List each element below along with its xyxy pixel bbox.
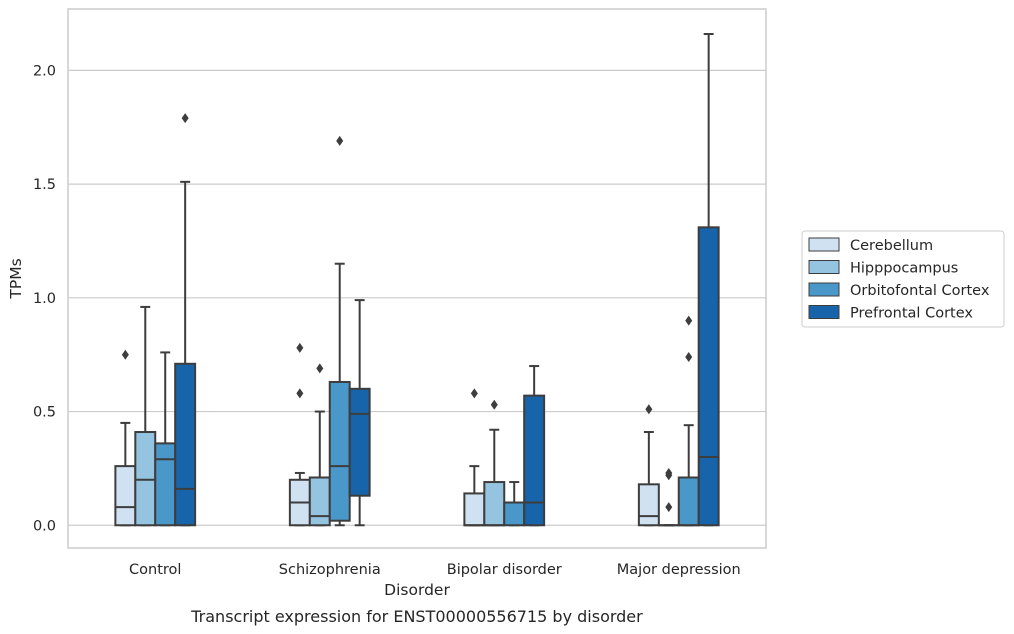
box-groups xyxy=(114,33,720,527)
outlier-point xyxy=(296,342,304,353)
y-tick-label: 0.0 xyxy=(33,518,56,534)
iqr-box xyxy=(114,465,137,527)
legend: Cerebellum Hipppocampus Orbitofontal Corte… xyxy=(801,230,1005,328)
iqr-box xyxy=(308,476,331,527)
legend-item-orbitofontal-cortex: Orbitofontal Cortex xyxy=(808,282,990,299)
x-tick-label: Major depression xyxy=(617,562,741,578)
outlier-point xyxy=(665,502,673,513)
box-bipolar-disorder-prefrontal-cortex xyxy=(523,365,546,527)
outlier-point xyxy=(316,363,324,374)
legend-label: Cerebellum xyxy=(850,238,933,254)
outlier-point xyxy=(645,404,653,415)
legend-swatch xyxy=(808,305,840,319)
outlier-point xyxy=(336,135,344,146)
y-tick-label: 1.0 xyxy=(33,291,56,307)
legend-item-hipppocampus: Hipppocampus xyxy=(808,260,958,277)
box-major-depression-prefrontal-cortex xyxy=(697,33,720,527)
iqr-box xyxy=(174,362,197,527)
iqr-box xyxy=(637,483,660,527)
outlier-point xyxy=(470,388,478,399)
y-tick-label: 2.0 xyxy=(33,63,56,79)
iqr-box xyxy=(523,394,546,527)
y-tick-label: 0.5 xyxy=(33,405,56,421)
x-tick-labels: Control Schizophrenia Bipolar disorder Majo… xyxy=(129,562,741,578)
box-control-prefrontal-cortex xyxy=(174,113,197,527)
iqr-box xyxy=(697,226,720,527)
legend-item-cerebellum: Cerebellum xyxy=(808,237,933,254)
iqr-box xyxy=(483,481,506,527)
box-schizophrenia-hipppocampus xyxy=(308,363,331,527)
outlier-point xyxy=(181,113,189,124)
outlier-point xyxy=(296,388,304,399)
y-axis-label: TPMs xyxy=(7,258,25,299)
legend-swatch xyxy=(808,282,840,297)
iqr-box xyxy=(677,476,700,527)
box-schizophrenia-orbitofontal-cortex xyxy=(328,135,351,527)
y-tick-label: 1.5 xyxy=(33,177,56,193)
outlier-point xyxy=(121,349,129,360)
x-tick-label: Bipolar disorder xyxy=(447,562,562,578)
outlier-point xyxy=(665,467,673,478)
iqr-box xyxy=(134,431,157,527)
legend-label: Orbitofontal Cortex xyxy=(850,283,990,299)
iqr-box xyxy=(348,387,371,497)
plot-frame xyxy=(67,8,767,549)
iqr-box xyxy=(463,492,486,527)
y-tick-labels: 0.0 0.5 1.0 1.5 2.0 xyxy=(33,63,56,534)
box-bipolar-disorder-cerebellum xyxy=(463,388,486,527)
x-tick-label: Schizophrenia xyxy=(279,562,381,578)
box-schizophrenia-prefrontal-cortex xyxy=(348,299,371,527)
legend-swatch xyxy=(808,260,840,274)
legend-label: Hipppocampus xyxy=(850,261,958,277)
x-axis-label: Disorder xyxy=(384,581,450,599)
legend-label: Prefrontal Cortex xyxy=(850,306,973,322)
outlier-point xyxy=(685,315,693,326)
box-bipolar-disorder-orbitofontal-cortex xyxy=(503,481,526,527)
iqr-box xyxy=(154,442,177,527)
chart-caption: Transcript expression for ENST0000055671… xyxy=(190,607,643,626)
outlier-point xyxy=(685,351,693,362)
iqr-box xyxy=(503,501,526,527)
box-major-depression-hipppocampus xyxy=(657,467,680,527)
legend-item-prefrontal-cortex: Prefrontal Cortex xyxy=(808,305,973,322)
box-major-depression-cerebellum xyxy=(637,404,660,527)
iqr-box xyxy=(328,380,351,522)
box-major-depression-orbitofontal-cortex xyxy=(677,315,700,527)
x-tick-label: Control xyxy=(129,562,181,578)
outlier-point xyxy=(490,399,498,410)
legend-swatch xyxy=(808,237,840,252)
legend-frame xyxy=(801,230,1005,328)
